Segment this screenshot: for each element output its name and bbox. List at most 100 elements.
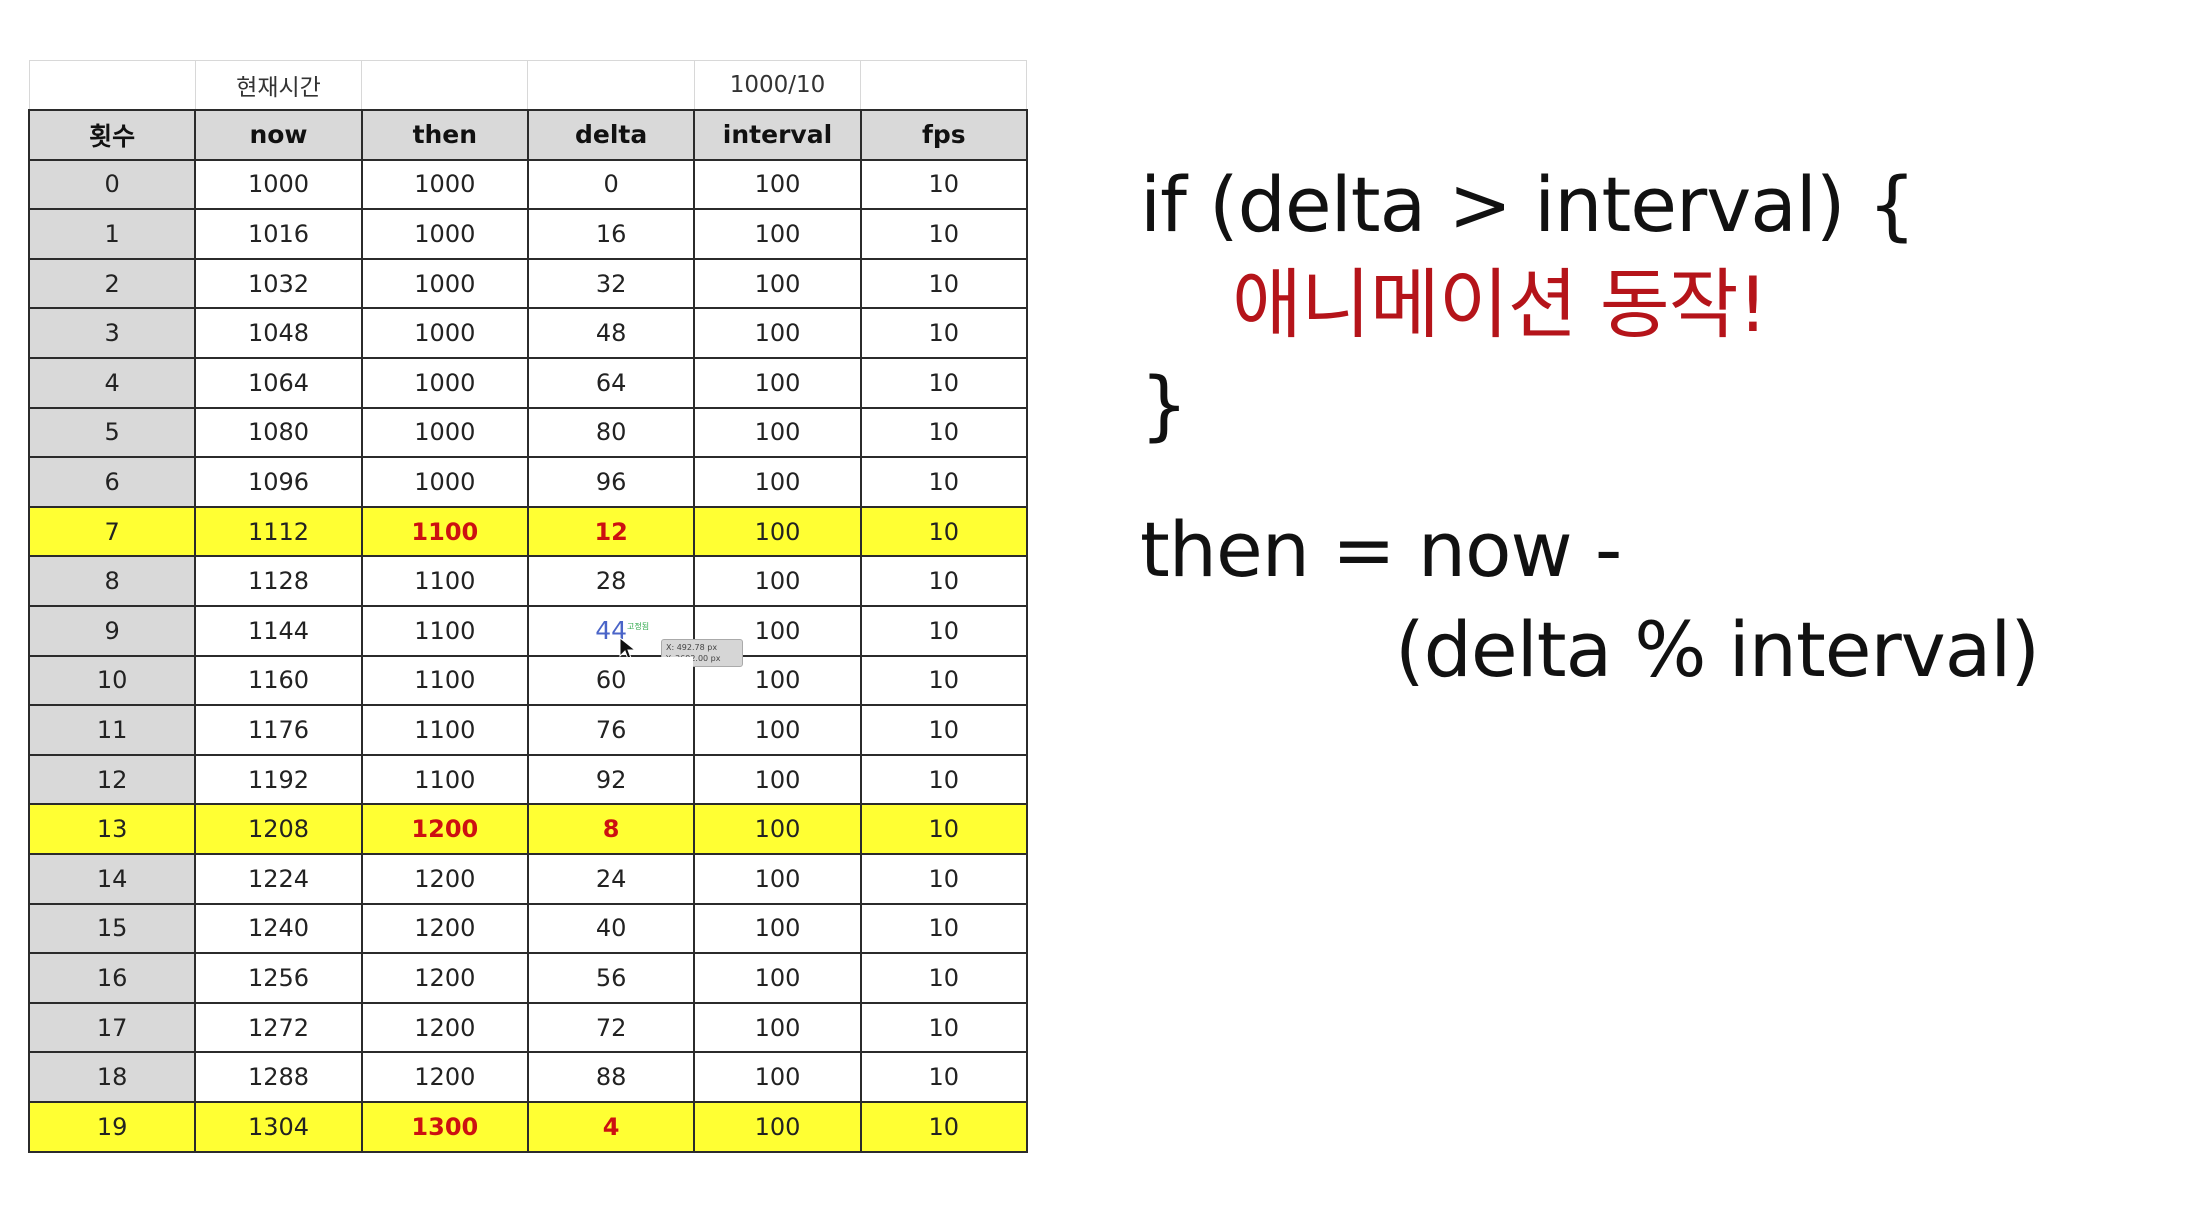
cell-delta: 32 (526, 257, 696, 310)
cell-now: 1304 (194, 1100, 363, 1153)
cell-now: 1080 (194, 406, 363, 459)
cell-delta: 80 (526, 406, 696, 459)
table-row: 6 1096 1000 96 100 10 (27, 456, 1028, 508)
cell-delta: 72 (526, 1001, 696, 1054)
table-body: 0 1000 1000 0 100 10 1 1016 1000 16 100 10 2 1032 1000… (27, 158, 1028, 1153)
cell-delta: 56 (526, 952, 696, 1004)
cell-then: 1300 (360, 1100, 529, 1153)
cell-fps: 10 (859, 406, 1028, 459)
cell-interval: 100 (693, 257, 862, 310)
cell-now: 1288 (194, 1051, 363, 1103)
cell-count: 11 (27, 704, 197, 756)
cell-interval: 100 (693, 1001, 862, 1054)
cell-interval: 100 (693, 753, 862, 806)
cell-now: 1064 (194, 357, 363, 409)
table-row: 2 1032 1000 32 100 10 (27, 257, 1028, 310)
cell-delta: 0 (526, 158, 696, 211)
cell-now: 1096 (194, 456, 363, 508)
cell-delta: 4 (526, 1100, 696, 1153)
cell-delta: 92 (526, 753, 696, 806)
cell-delta: 88 (526, 1051, 696, 1103)
cell-now: 1192 (194, 753, 363, 806)
cell-fps: 10 (859, 902, 1028, 955)
cell-delta: 8 (526, 803, 696, 855)
cell-delta-value: 44 (595, 616, 628, 646)
header-now: now (194, 109, 363, 161)
cell-count: 3 (27, 307, 197, 360)
cell-now: 1112 (194, 505, 363, 558)
cell-delta: 24 (526, 853, 696, 905)
header-count: 횟수 (27, 109, 197, 161)
table-row: 16 1256 1200 56 100 10 (27, 952, 1028, 1004)
header-row: 횟수 now then delta interval fps (27, 109, 1028, 161)
cell-now: 1032 (194, 257, 363, 310)
cell-now: 1224 (194, 853, 363, 905)
table-row: 11 1176 1100 76 100 10 (27, 704, 1028, 756)
cell-fps: 10 (859, 654, 1028, 707)
cell-fps: 10 (859, 952, 1028, 1004)
table-row: 4 1064 1000 64 100 10 (27, 357, 1028, 409)
cell-now: 1144 (194, 605, 363, 657)
cell-then: 1000 (360, 406, 529, 459)
cell-now: 1256 (194, 952, 363, 1004)
cell-count: 10 (27, 654, 197, 707)
table-row: 18 1288 1200 88 100 10 (27, 1051, 1028, 1103)
code-line-modulo: (delta % interval) (1395, 605, 2040, 694)
cell-fps: 10 (859, 1100, 1028, 1153)
cell-fps: 10 (859, 208, 1028, 260)
cell-fps: 10 (859, 1001, 1028, 1054)
header-fps: fps (859, 109, 1028, 161)
cell-then: 1000 (360, 158, 529, 211)
cell-now: 1016 (194, 208, 363, 260)
cell-now: 1160 (194, 654, 363, 707)
cell-then: 1100 (360, 753, 529, 806)
cell-fps: 10 (859, 257, 1028, 310)
caption-cell (28, 60, 196, 111)
cell-interval: 100 (693, 158, 862, 211)
cell-interval: 100 (693, 307, 862, 360)
cell-count: 5 (27, 406, 197, 459)
pinned-tag: 고정됨 (626, 622, 650, 632)
cell-interval: 100 (693, 803, 862, 855)
cell-fps: 10 (859, 456, 1028, 508)
cell-then: 1100 (360, 704, 529, 756)
cell-interval: 100 (693, 1100, 862, 1153)
cell-then: 1200 (360, 952, 529, 1004)
cell-interval: 100 (693, 902, 862, 955)
cell-count: 6 (27, 456, 197, 508)
cell-delta: 48 (526, 307, 696, 360)
cell-interval: 100 (693, 208, 862, 260)
cell-interval: 100 (693, 406, 862, 459)
cell-fps: 10 (859, 307, 1028, 360)
cell-now: 1240 (194, 902, 363, 955)
header-interval: interval (693, 109, 862, 161)
cell-fps: 10 (859, 555, 1028, 608)
cell-now: 1048 (194, 307, 363, 360)
table-row: 5 1080 1000 80 100 10 (27, 406, 1028, 459)
cell-then: 1000 (360, 208, 529, 260)
cell-interval: 100 (693, 654, 862, 707)
caption-cell-interval-formula: 1000/10 (693, 60, 862, 111)
cell-then: 1200 (360, 902, 529, 955)
cell-count: 0 (27, 158, 197, 211)
cell-interval: 100 (693, 853, 862, 905)
cell-interval: 100 (693, 1051, 862, 1103)
table-row: 7 1112 1100 12 100 10 (27, 505, 1028, 558)
cell-count: 17 (27, 1001, 197, 1054)
cell-delta: 76 (526, 704, 696, 756)
cell-count: 18 (27, 1051, 197, 1103)
cell-count: 4 (27, 357, 197, 409)
cell-delta: 40 (526, 902, 696, 955)
cell-then: 1000 (360, 357, 529, 409)
cell-delta: 96 (526, 456, 696, 508)
cell-delta: 28 (526, 555, 696, 608)
table-row: 17 1272 1200 72 100 10 (27, 1001, 1028, 1054)
cell-fps: 10 (859, 357, 1028, 409)
cell-fps: 10 (859, 704, 1028, 756)
table-row: 14 1224 1200 24 100 10 (27, 853, 1028, 905)
cell-interval: 100 (693, 605, 862, 657)
caption-cell (860, 60, 1028, 111)
caption-cell (361, 60, 529, 111)
